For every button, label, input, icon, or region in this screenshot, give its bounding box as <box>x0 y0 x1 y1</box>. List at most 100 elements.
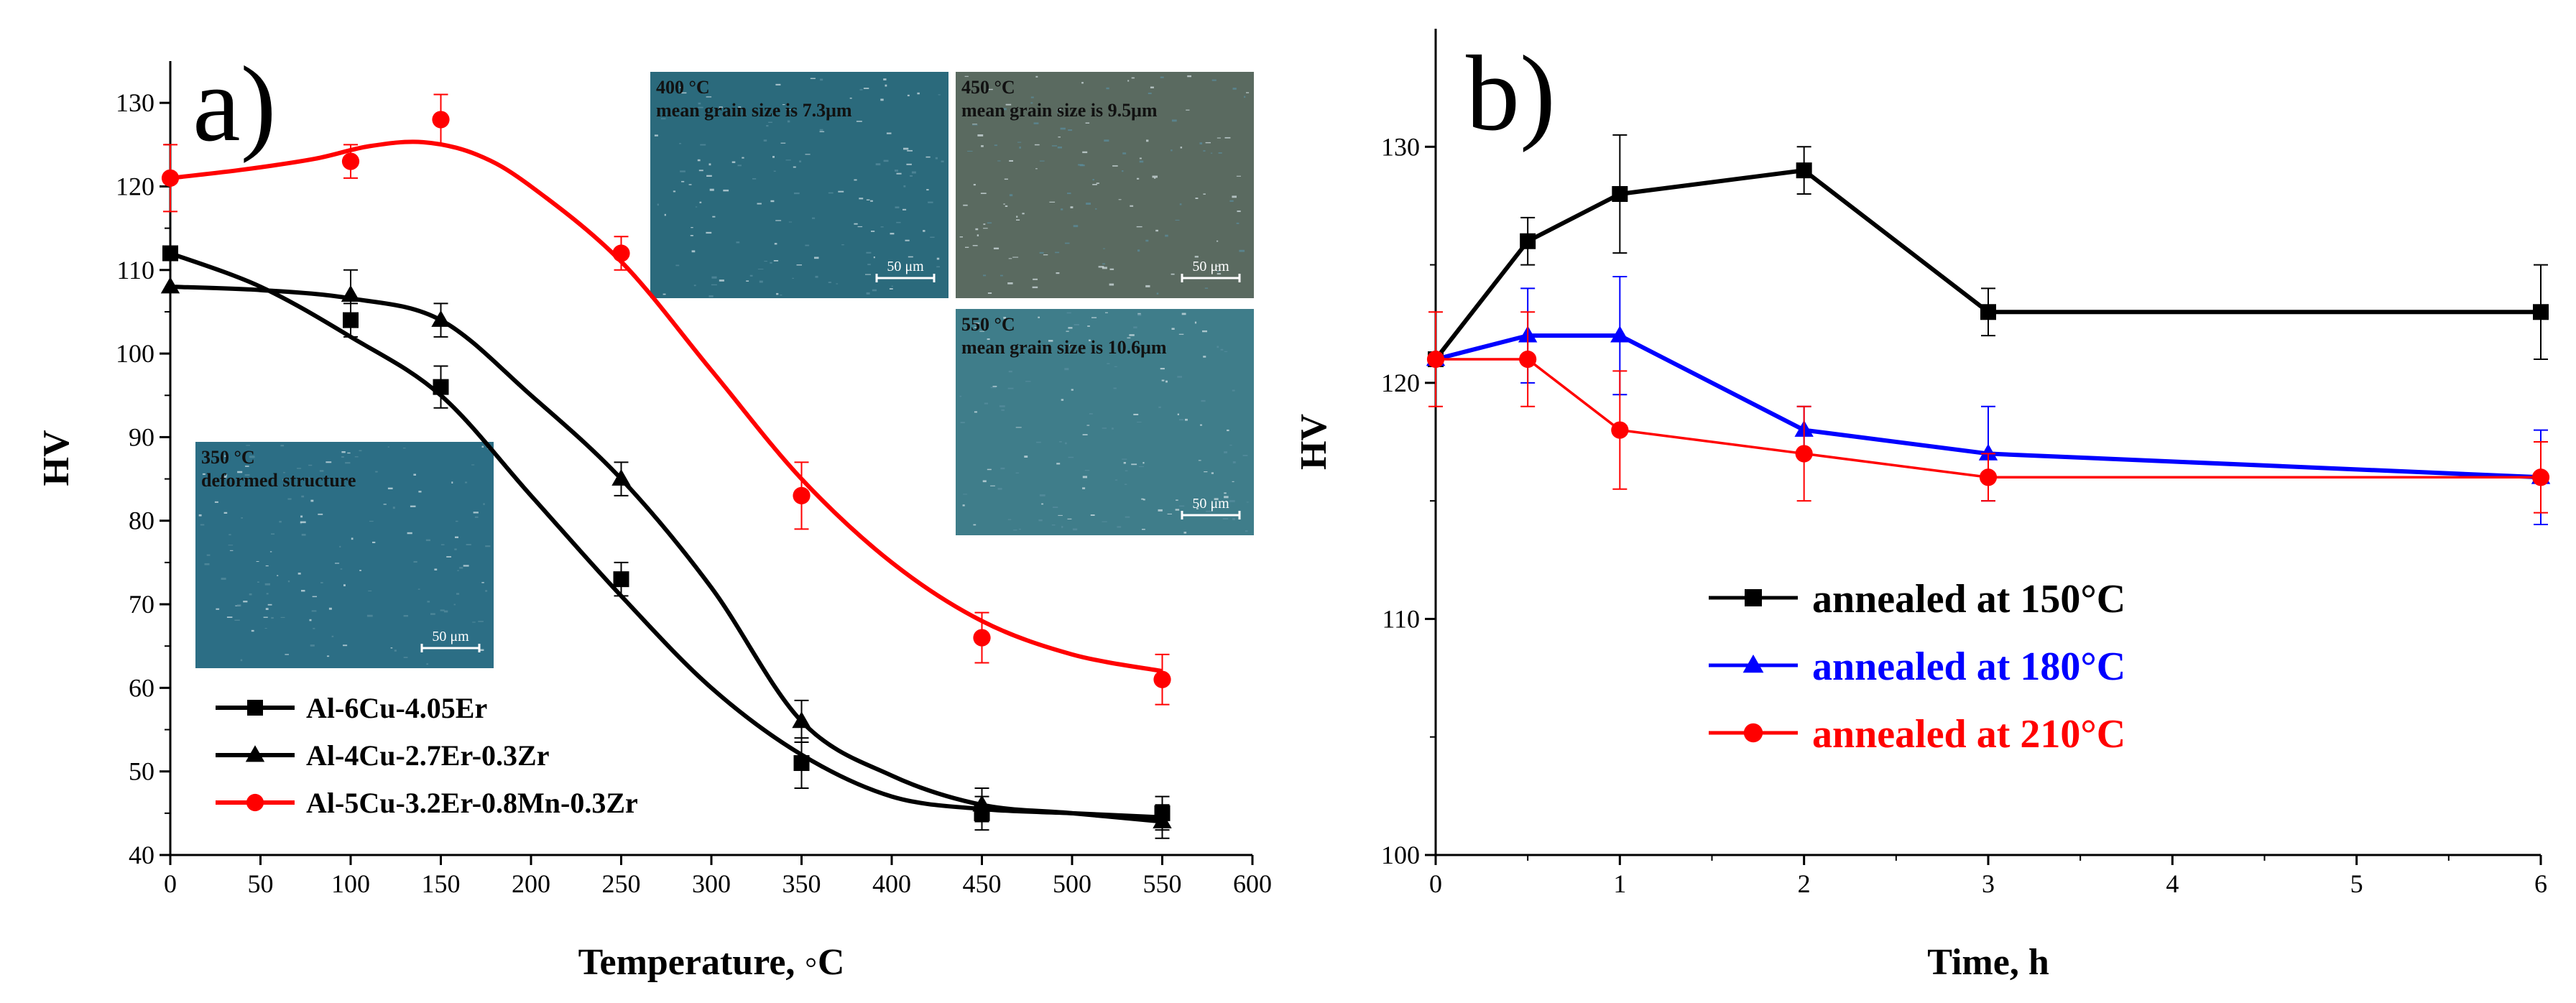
micrograph-speck <box>1122 152 1127 154</box>
x-tick-label: 550 <box>1143 869 1182 898</box>
micrograph-speck <box>793 192 800 195</box>
micrograph-speck <box>841 244 844 246</box>
micrograph-speck <box>1030 96 1034 98</box>
data-point <box>793 755 810 772</box>
micrograph-speck <box>407 532 412 535</box>
micrograph-speck <box>974 327 978 328</box>
micrograph-speck <box>984 402 988 405</box>
micrograph-caption: mean grain size is 7.3μm <box>656 100 852 121</box>
micrograph-speck <box>1068 456 1074 458</box>
series-line <box>1436 358 2541 479</box>
micrograph-speck <box>814 256 819 259</box>
micrograph-speck <box>318 513 323 515</box>
x-tick-label: 250 <box>602 869 641 898</box>
micrograph-speck <box>413 473 416 476</box>
micrograph-speck <box>859 88 863 91</box>
micrograph-speck <box>875 163 881 166</box>
micrograph-speck <box>680 170 685 172</box>
micrograph-speck <box>866 251 872 254</box>
micrograph-speck <box>1217 273 1222 275</box>
micrograph-speck <box>867 264 871 266</box>
micrograph-speck <box>1003 203 1005 205</box>
micrograph-speck <box>1211 79 1217 81</box>
micrograph-speck <box>339 545 341 547</box>
micrograph-speck <box>870 200 873 202</box>
micrograph-speck <box>202 473 206 475</box>
micrograph-speck <box>1039 494 1045 496</box>
micrograph-speck <box>782 104 785 106</box>
micrograph-speck <box>264 628 267 629</box>
micrograph-speck <box>1224 492 1227 494</box>
micrograph-speck <box>1060 127 1066 130</box>
micrograph-speck <box>1114 479 1118 481</box>
micrograph-speck <box>1078 164 1084 166</box>
micrograph-speck <box>1036 441 1041 443</box>
micrograph-speck <box>434 568 438 570</box>
panel-label: b) <box>1466 34 1556 153</box>
micrograph-speck <box>1203 356 1206 358</box>
micrograph-speck <box>425 539 430 542</box>
micrograph-speck <box>263 616 268 618</box>
micrograph-speck <box>1142 499 1145 501</box>
micrograph-speck <box>977 234 979 236</box>
micrograph-speck <box>819 131 825 132</box>
micrograph-speck <box>1156 292 1159 295</box>
micrograph-speck <box>473 512 479 514</box>
micrograph-speck <box>387 487 393 489</box>
micrograph-speck <box>1016 219 1020 221</box>
data-point <box>973 629 991 647</box>
micrograph-speck <box>757 203 762 205</box>
micrograph-speck <box>282 479 285 481</box>
micrograph-speck <box>1232 88 1237 90</box>
micrograph-speck <box>1065 242 1070 244</box>
micrograph-speck <box>283 472 285 473</box>
micrograph-speck <box>987 89 989 91</box>
micrograph-speck <box>1211 472 1214 474</box>
micrograph-speck <box>1005 205 1008 207</box>
micrograph-speck <box>1055 251 1060 254</box>
micrograph-speck <box>975 228 979 231</box>
x-tick-label: 500 <box>1053 869 1091 898</box>
micrograph-speck <box>917 92 920 95</box>
micrograph-speck <box>992 386 997 387</box>
micrograph-speck <box>889 288 893 290</box>
micrograph-speck <box>838 190 844 193</box>
micrograph-speck <box>1217 346 1219 348</box>
micrograph-speck <box>1071 389 1074 391</box>
legend-marker <box>246 793 264 812</box>
micrograph-speck <box>1000 467 1005 470</box>
micrograph-speck <box>890 233 895 235</box>
micrograph-speck <box>974 323 980 324</box>
micrograph-speck <box>935 157 938 160</box>
micrograph-speck <box>1152 175 1158 178</box>
micrograph-speck <box>1206 510 1211 512</box>
micrograph-speck <box>354 456 359 458</box>
micrograph-speck <box>1150 86 1154 88</box>
micrograph-speck <box>965 246 969 248</box>
micrograph-speck <box>1133 326 1137 328</box>
micrograph-speck <box>1205 142 1211 144</box>
micrograph-speck <box>854 223 858 225</box>
y-tick-label: 40 <box>129 841 154 869</box>
micrograph-speck <box>1118 199 1122 200</box>
micrograph-speck <box>863 88 869 89</box>
micrograph-speck <box>1139 160 1144 163</box>
micrograph-speck <box>430 613 435 615</box>
micrograph-speck <box>681 92 687 94</box>
micrograph-speck <box>456 593 460 595</box>
data-point <box>1795 445 1813 463</box>
micrograph-speck <box>902 208 907 211</box>
micrograph-speck <box>819 129 823 131</box>
micrograph-speck <box>485 590 488 592</box>
series-line <box>1434 168 2541 361</box>
micrograph-speck <box>1177 376 1182 378</box>
micrograph-speck <box>280 616 285 618</box>
data-point <box>1796 162 1812 179</box>
micrograph-speck <box>987 468 992 471</box>
micrograph-speck <box>788 221 793 223</box>
micrograph-speck <box>301 534 306 536</box>
micrograph-speck <box>731 161 736 163</box>
micrograph-speck <box>857 226 863 228</box>
micrograph-speck <box>1125 484 1127 485</box>
micrograph-speck <box>960 422 965 424</box>
